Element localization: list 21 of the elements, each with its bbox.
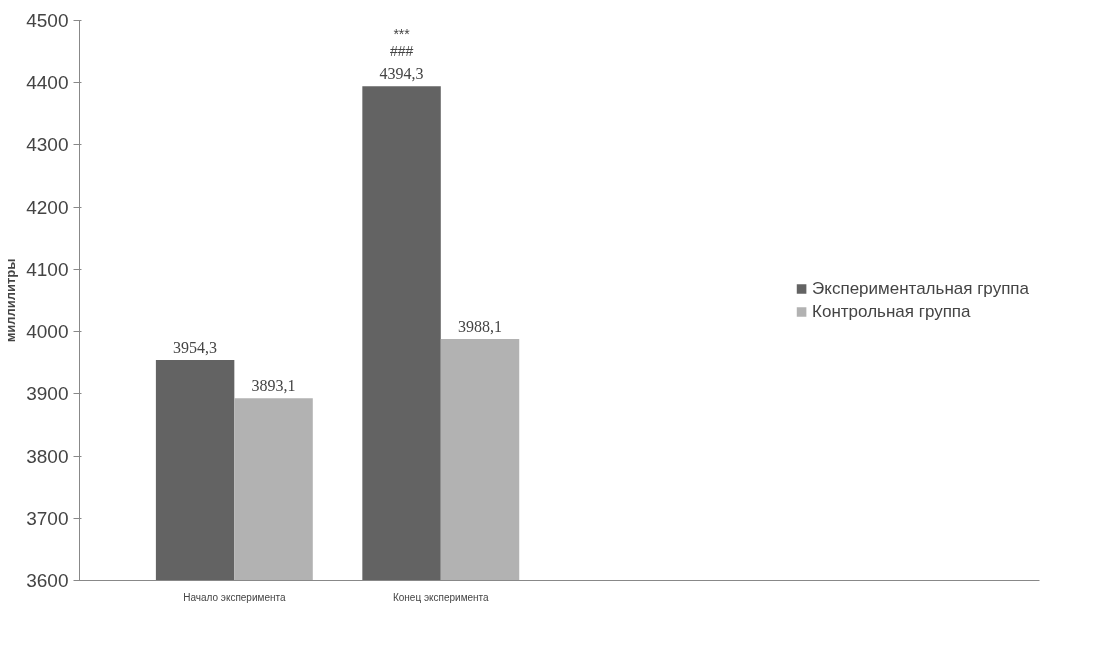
legend-label: Контрольная группа — [812, 301, 971, 322]
data-label: 3988,1 — [458, 318, 503, 336]
y-tick-label: 3700 — [26, 507, 69, 529]
data-label: 3954,3 — [173, 339, 218, 357]
y-tick-label: 3800 — [26, 445, 69, 467]
y-tick-label: 3900 — [26, 383, 69, 405]
y-tick-label: 4400 — [26, 72, 69, 94]
y-tick-label: 4000 — [26, 321, 69, 343]
x-tick-label: Конец эксперимента — [392, 591, 490, 603]
y-tick-label: 4300 — [26, 134, 69, 156]
data-label: 3893,1 — [251, 377, 296, 395]
y-tick-label: 3600 — [26, 570, 69, 591]
annotation: *** — [393, 26, 411, 43]
y-tick-label: 4500 — [26, 10, 69, 31]
annotation: ### — [389, 43, 414, 60]
data-label: 4394,3 — [379, 65, 424, 83]
legend-label: Экспериментальная группа — [812, 278, 1029, 299]
y-axis-title: миллилитры — [3, 258, 19, 343]
x-tick-label: Начало эксперимента — [183, 591, 286, 603]
y-tick-label: 4200 — [26, 196, 69, 218]
y-tick-label: 4100 — [26, 258, 69, 280]
